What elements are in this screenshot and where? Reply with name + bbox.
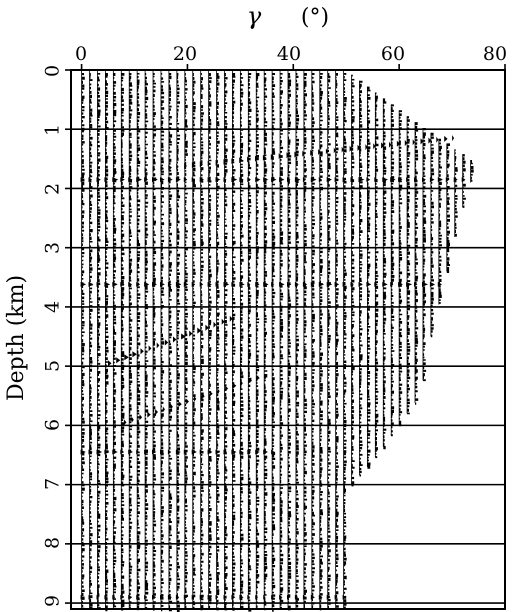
reflector-event (80, 449, 275, 455)
reflector-event (80, 281, 442, 287)
trace-wiggle (327, 73, 331, 609)
y-tick-label: 1 (42, 124, 64, 136)
trace-wiggle (446, 143, 450, 273)
trace-wiggle (383, 98, 387, 450)
x-axis-label-unit: (°) (301, 5, 329, 30)
x-tick-label: 80 (483, 43, 507, 65)
trace-wiggle (81, 73, 85, 610)
y-tick-label: 3 (42, 242, 64, 254)
y-tick-label: 7 (42, 478, 64, 490)
trace-wiggle (399, 110, 403, 427)
trace-wiggle (351, 74, 355, 487)
trace-wiggle (97, 73, 101, 609)
reflector-event (80, 177, 466, 183)
y-tick-label: 2 (42, 183, 64, 195)
trace-wiggle (200, 73, 204, 611)
trace-wiggle (168, 73, 173, 612)
trace-wiggle (264, 73, 268, 611)
trace-wiggle (359, 80, 363, 477)
y-axis-label: Depth (km) (4, 275, 29, 401)
x-tick-label: 0 (75, 43, 87, 65)
trace-wiggle (153, 73, 157, 611)
trace-wiggle (256, 73, 260, 608)
trace-wiggle (121, 73, 125, 611)
seismic-traces (81, 70, 474, 612)
trace-wiggle (161, 73, 165, 612)
trace-wiggle (208, 73, 212, 609)
x-tick-label: 40 (277, 43, 301, 65)
horizontal-grid (71, 128, 505, 604)
trace-wiggle (232, 73, 236, 611)
trace-wiggle (145, 73, 149, 610)
x-axis-label-symbol: γ (247, 2, 262, 30)
trace-wiggle (415, 122, 419, 405)
trace-wiggle (216, 73, 220, 611)
x-tick-labels: 0 20 40 60 80 (75, 43, 507, 65)
y-tick-label: 4 (42, 301, 64, 313)
trace-wiggle (295, 73, 300, 608)
trace-wiggle (288, 73, 292, 611)
trace-wiggle (192, 73, 196, 609)
trace-wiggle (176, 73, 181, 612)
trace-wiggle (343, 73, 347, 610)
wavelet-layer (80, 135, 466, 600)
trace-wiggle (454, 149, 458, 237)
dipping-event (123, 375, 260, 426)
trace-wiggle (470, 160, 474, 182)
trace-wiggle (367, 86, 371, 469)
trace-wiggle (272, 73, 276, 612)
y-tick-label: 8 (42, 537, 64, 549)
trace-wiggle (105, 73, 109, 612)
y-tick-label: 5 (42, 360, 64, 372)
trace-wiggle (311, 73, 315, 609)
plot-area (65, 64, 506, 612)
trace-wiggle (391, 104, 395, 437)
axis-labels: γ (°) Depth (km) (4, 2, 329, 401)
x-tick-label: 20 (173, 43, 197, 65)
trace-wiggle (113, 73, 117, 608)
trace-wiggle (240, 73, 244, 610)
trace-wiggle (137, 73, 141, 611)
trace-wiggle (430, 132, 435, 338)
trace-wiggle (423, 128, 427, 382)
trace-wiggle (280, 73, 284, 610)
y-tick-label: 9 (42, 595, 64, 607)
trace-wiggle (129, 73, 133, 609)
plot-frame (70, 69, 506, 610)
y-tick-label: 6 (42, 419, 64, 431)
trace-wiggle (335, 73, 339, 608)
trace-wiggle (248, 73, 252, 612)
trace-wiggle (224, 73, 228, 611)
x-tick-label: 60 (381, 43, 405, 65)
y-tick-labels: 0 1 2 3 4 5 6 7 8 9 (42, 65, 64, 607)
trace-wiggle (462, 154, 466, 208)
y-tick-label: 0 (42, 65, 64, 77)
trace-wiggle (89, 73, 93, 610)
trace-wiggle (319, 73, 323, 611)
trace-wiggle (303, 73, 308, 610)
trace-wiggle (184, 73, 188, 610)
trace-wiggle (407, 116, 411, 415)
